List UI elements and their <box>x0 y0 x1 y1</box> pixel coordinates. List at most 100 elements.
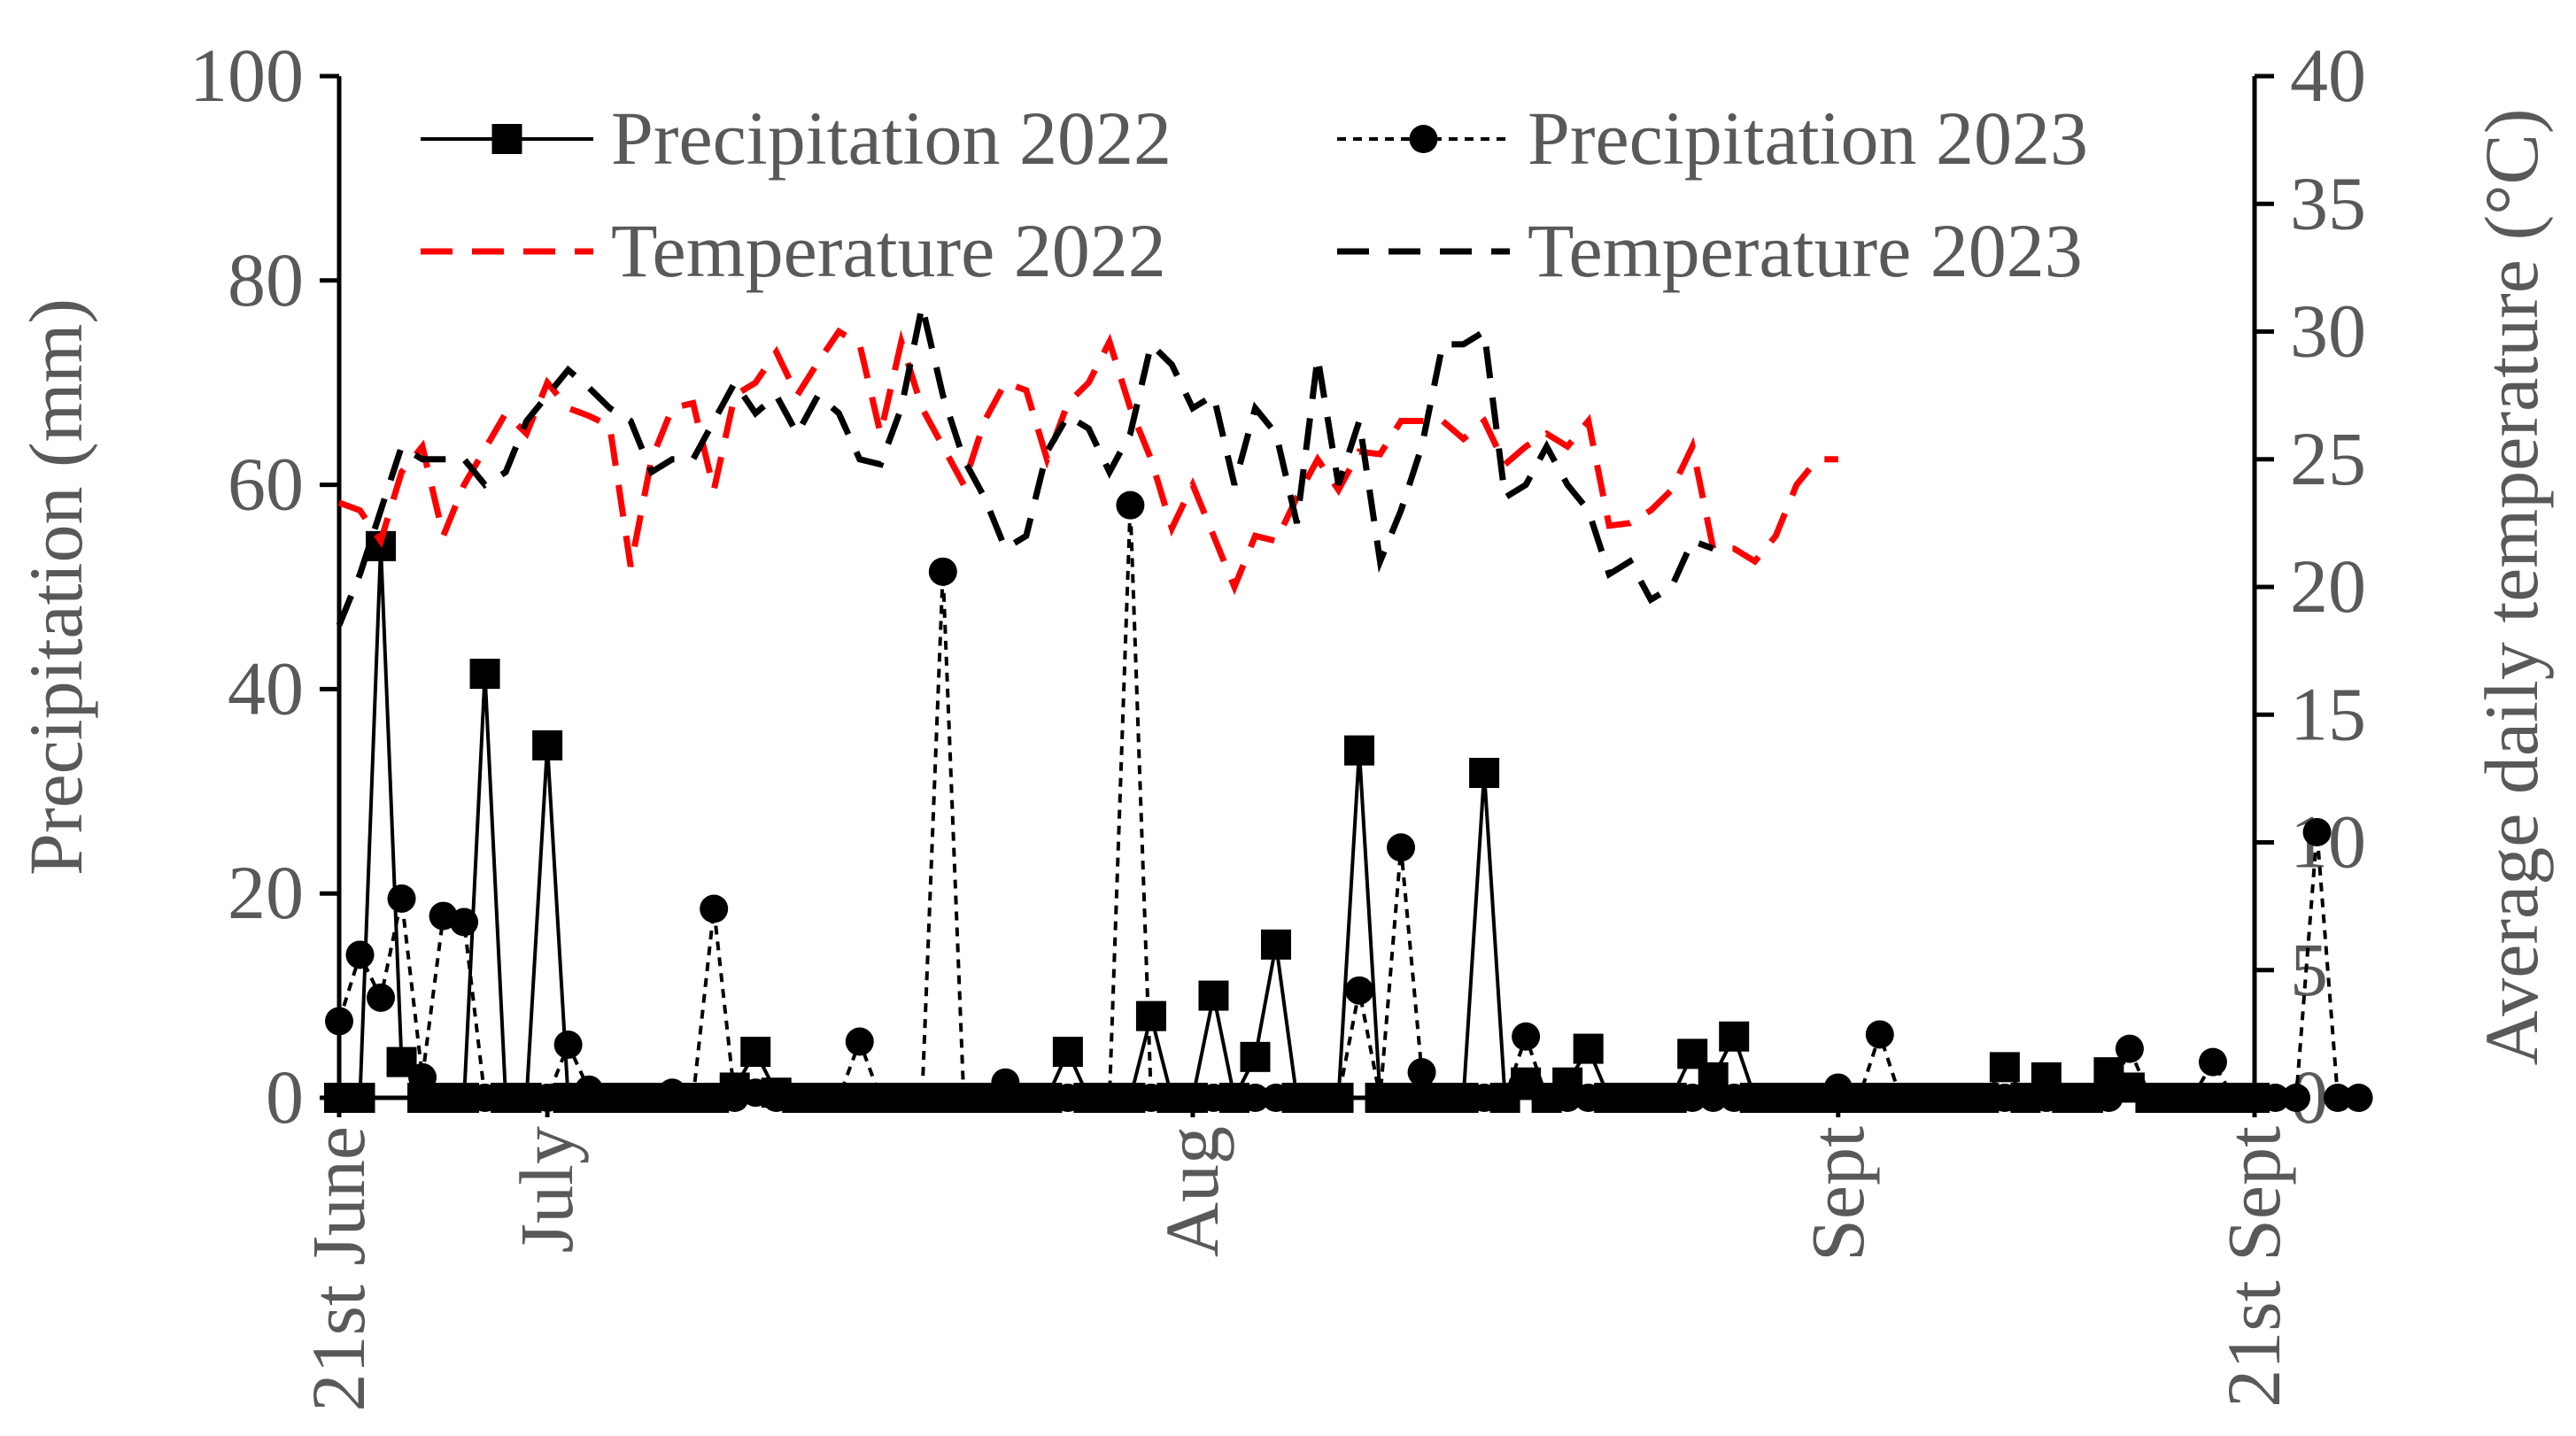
data-point-circle <box>1449 1084 1478 1112</box>
y-right-tick-label: 40 <box>2290 33 2366 118</box>
data-point-circle <box>2115 1034 2144 1063</box>
data-point-circle <box>616 1084 646 1112</box>
data-point-circle <box>1116 490 1145 520</box>
data-point-square <box>1052 1037 1083 1068</box>
x-tick-label: 21st June <box>296 1126 381 1412</box>
data-point-circle <box>1303 1084 1333 1112</box>
data-point-circle <box>1532 1084 1561 1112</box>
data-point-circle <box>491 1084 521 1112</box>
y-right-tick-label: 35 <box>2290 160 2366 245</box>
y-right-tick-label: 15 <box>2290 671 2366 756</box>
legend-item: Temperature 2023 <box>1337 208 2083 293</box>
legend-item: Temperature 2022 <box>421 208 1166 293</box>
data-point-circle <box>1595 1084 1624 1112</box>
legend-label: Temperature 2022 <box>611 208 1166 293</box>
data-point-circle <box>949 1084 979 1112</box>
data-point-circle <box>1157 1084 1187 1112</box>
legend-item: Precipitation 2023 <box>1337 96 2088 181</box>
data-point-circle <box>1574 1084 1603 1112</box>
data-point-circle <box>1074 1084 1103 1112</box>
legend-label: Precipitation 2022 <box>611 96 1172 181</box>
data-point-circle <box>1345 976 1374 1005</box>
series-line <box>336 305 1714 627</box>
data-point-square <box>740 1037 771 1068</box>
data-point-circle <box>1324 1084 1353 1112</box>
data-point-circle <box>1282 1084 1311 1112</box>
data-point-circle <box>470 1084 499 1112</box>
data-point-circle <box>1969 1084 1999 1112</box>
data-point-circle <box>866 1084 895 1112</box>
x-tick-label: 21st Sept <box>2211 1126 2296 1408</box>
y-left-tick-label: 60 <box>228 442 304 527</box>
data-point-circle <box>512 1084 541 1112</box>
data-point-circle <box>2240 1084 2269 1112</box>
data-point-circle <box>2073 1084 2102 1112</box>
data-point-circle <box>1428 1084 1458 1112</box>
data-point-circle <box>1907 1084 1936 1112</box>
data-point-circle <box>1387 833 1416 862</box>
data-point-square <box>1260 929 1291 960</box>
data-point-circle <box>1657 1084 1686 1112</box>
series-line <box>337 505 2359 1100</box>
data-point-circle <box>762 1084 791 1112</box>
data-point-circle <box>1761 1084 1791 1112</box>
data-point-circle <box>803 1084 832 1112</box>
data-point-circle <box>2031 1084 2061 1112</box>
data-point-square <box>491 124 522 154</box>
data-point-circle <box>2136 1084 2165 1112</box>
data-point-circle <box>1865 1020 1894 1049</box>
x-tick-label: July <box>504 1126 589 1253</box>
data-point-circle <box>1698 1084 1728 1112</box>
data-point-circle <box>2178 1084 2207 1112</box>
data-point-circle <box>2302 817 2332 846</box>
series-temperature-2022 <box>337 327 1838 596</box>
series-temperature-2023 <box>336 305 1714 627</box>
data-point-circle <box>2011 1084 2040 1112</box>
y-right-tick-label: 5 <box>2290 927 2328 1012</box>
data-point-square <box>1719 1021 1750 1052</box>
data-point-square <box>1198 980 1229 1011</box>
data-point-circle <box>700 894 729 923</box>
y-right-tick-label: 25 <box>2290 416 2366 501</box>
data-point-circle <box>886 1084 916 1112</box>
data-point-circle <box>1365 1084 1395 1112</box>
data-point-circle <box>1615 1084 1644 1112</box>
legend-label: Precipitation 2023 <box>1528 96 2088 181</box>
legend-item: Precipitation 2022 <box>421 96 1172 181</box>
data-point-square <box>1573 1033 1604 1064</box>
data-point-circle <box>1219 1084 1249 1112</box>
data-point-circle <box>1720 1084 1749 1112</box>
legend: Precipitation 2022 Precipitation 2023 Temp… <box>421 96 2088 293</box>
series-line <box>337 327 1838 596</box>
data-point-circle <box>1053 1084 1082 1112</box>
data-point-circle <box>387 884 416 913</box>
data-point-circle <box>1636 1084 1666 1112</box>
data-point-circle <box>1033 1084 1062 1112</box>
data-point-square <box>1135 1000 1166 1031</box>
data-point-circle <box>2282 1084 2311 1112</box>
data-point-circle <box>991 1068 1020 1097</box>
y-left-tick-label: 20 <box>228 850 304 935</box>
data-point-circle <box>1990 1084 2019 1112</box>
data-point-circle <box>1011 1084 1040 1112</box>
data-point-circle <box>2219 1084 2248 1112</box>
y-left-tick-label: 0 <box>266 1054 304 1139</box>
data-point-circle <box>1553 1084 1582 1112</box>
data-point-circle <box>2156 1084 2185 1112</box>
data-point-circle <box>1136 1084 1165 1112</box>
y-left-tick-label: 80 <box>228 237 304 322</box>
data-point-circle <box>553 1030 583 1059</box>
data-point-circle <box>2198 1047 2227 1077</box>
series-precipitation-2023 <box>325 490 2373 1112</box>
data-point-circle <box>2053 1084 2082 1112</box>
data-point-circle <box>908 1084 937 1112</box>
data-point-square <box>1469 758 1500 789</box>
y-right-tick-label: 10 <box>2290 799 2366 884</box>
series-precipitation-2022 <box>324 530 2270 1113</box>
data-point-circle <box>367 983 396 1012</box>
data-point-circle <box>325 1007 353 1036</box>
data-point-circle <box>845 1027 874 1056</box>
data-point-circle <box>1407 1058 1436 1087</box>
